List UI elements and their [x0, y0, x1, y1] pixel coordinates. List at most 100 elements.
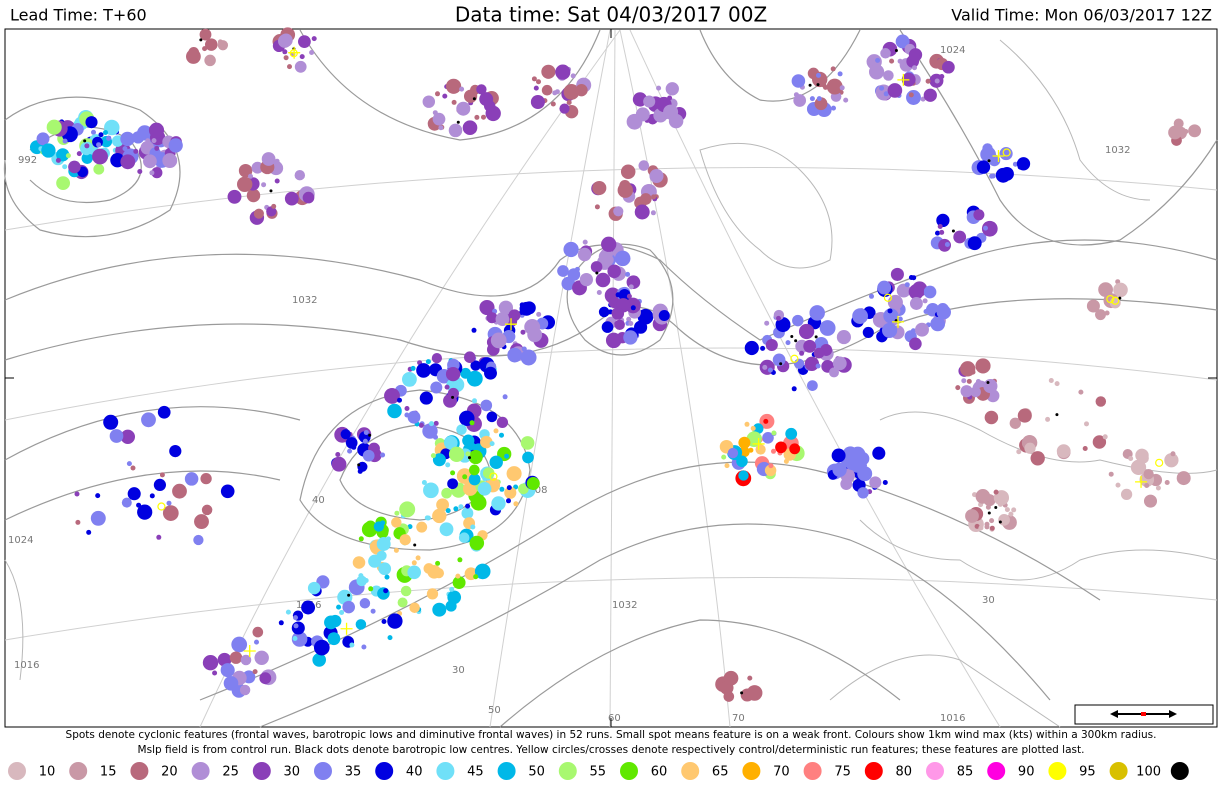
feature-spot — [358, 536, 364, 542]
feature-spot — [172, 483, 187, 499]
legend-label: 100 — [1136, 765, 1161, 780]
feature-spot — [106, 135, 112, 141]
feature-spot — [156, 534, 162, 540]
legend-label: 60 — [651, 765, 668, 780]
feature-spot — [1086, 299, 1100, 313]
feature-spot — [313, 639, 330, 656]
feature-spot — [148, 122, 165, 138]
feature-spot — [764, 464, 777, 477]
feature-spot — [793, 94, 807, 107]
feature-spot — [356, 575, 367, 587]
feature-spot — [474, 114, 480, 120]
feature-spot — [1097, 310, 1103, 316]
feature-spot — [252, 669, 258, 675]
feature-spot — [126, 461, 132, 467]
feature-spot — [408, 374, 414, 380]
feature-spot — [738, 436, 751, 449]
feature-spot — [1009, 417, 1021, 429]
feature-spot — [793, 92, 799, 98]
feature-spot — [1048, 378, 1054, 383]
barotropic-dot — [998, 520, 1002, 524]
feature-spot — [531, 76, 537, 82]
feature-spot — [387, 635, 393, 641]
feature-spot — [342, 600, 355, 614]
feature-spot — [75, 519, 81, 525]
legend-label: 40 — [406, 765, 423, 780]
feature-spot — [721, 454, 727, 460]
feature-spot — [809, 96, 815, 102]
feature-spot — [983, 225, 988, 231]
feature-spot — [369, 542, 375, 548]
feature-spot — [904, 282, 910, 288]
feature-spot — [607, 264, 621, 279]
feature-spot — [998, 514, 1010, 526]
feature-spot — [151, 138, 157, 144]
feature-spot — [970, 386, 981, 398]
feature-spot — [149, 493, 155, 499]
feature-spot — [559, 103, 570, 114]
feature-spot — [361, 644, 367, 650]
deterministic-marker — [243, 645, 256, 658]
feature-spot — [1045, 416, 1051, 422]
feature-spot — [975, 358, 991, 374]
barotropic-dot — [199, 38, 203, 42]
feature-spot — [277, 34, 292, 48]
barotropic-dot — [467, 456, 471, 460]
feature-spot — [1024, 442, 1036, 454]
feature-spot — [1084, 421, 1089, 427]
feature-spot — [530, 94, 545, 110]
feature-spot — [889, 58, 895, 64]
feature-spot — [763, 418, 769, 424]
legend-swatch — [314, 762, 332, 780]
feature-spot — [908, 275, 914, 280]
feature-spot — [603, 254, 614, 266]
feature-spot — [76, 151, 82, 157]
feature-spot — [359, 598, 371, 609]
legend-swatch — [436, 762, 455, 780]
feature-spot — [238, 163, 253, 178]
feature-spot — [248, 173, 253, 179]
feature-spot — [151, 167, 163, 179]
feature-spot — [312, 653, 327, 667]
feature-spot — [869, 293, 874, 299]
feature-spot — [504, 453, 510, 459]
feature-spot — [791, 386, 797, 392]
feature-spot — [506, 466, 522, 482]
feature-spot — [792, 314, 804, 327]
feature-spot — [1183, 129, 1189, 134]
isobar-label: 1032 — [612, 600, 637, 611]
feature-spot — [294, 60, 307, 73]
feature-spot — [595, 272, 611, 288]
feature-spot — [217, 39, 223, 45]
feature-spot — [762, 364, 768, 370]
feature-spot — [985, 504, 991, 510]
valid-time: Valid Time: Mon 06/03/2017 12Z — [951, 6, 1212, 25]
feature-spot — [479, 92, 494, 107]
legend-label: 90 — [1018, 765, 1035, 780]
feature-spot — [122, 146, 128, 152]
control-marker — [790, 354, 799, 363]
feature-spot — [1098, 282, 1113, 297]
feature-spot — [520, 329, 526, 335]
feature-spot — [376, 550, 387, 561]
feature-spot — [229, 651, 243, 664]
barotropic-dot — [740, 691, 744, 695]
feature-spot — [127, 487, 141, 501]
feature-spot — [474, 563, 491, 580]
feature-spot — [625, 271, 631, 277]
feature-spot — [439, 522, 454, 537]
feature-spot — [555, 64, 571, 80]
legend-swatch — [864, 762, 883, 780]
feature-spot — [56, 176, 70, 190]
isobar-label: 1032 — [292, 295, 317, 306]
feature-spot — [611, 307, 625, 320]
feature-spot — [331, 456, 347, 472]
feature-spot — [443, 435, 458, 450]
feature-spot — [746, 685, 763, 701]
feature-spot — [887, 83, 903, 98]
feature-spot — [937, 224, 943, 229]
barotropic-dot — [269, 189, 273, 193]
legend-label: 65 — [712, 765, 729, 780]
feature-spot — [877, 280, 892, 295]
feature-spot — [775, 441, 787, 454]
